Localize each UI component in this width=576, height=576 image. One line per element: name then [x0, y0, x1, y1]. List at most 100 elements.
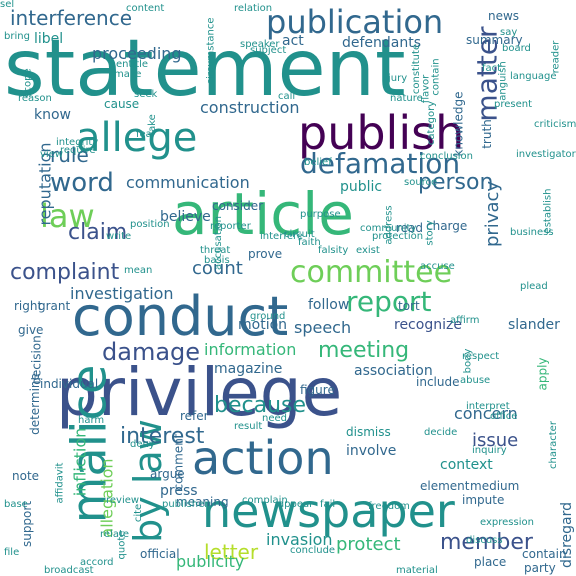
cloud-word: entitle [116, 59, 149, 70]
cloud-word: right [14, 299, 43, 313]
cloud-word: contain [430, 58, 442, 96]
cloud-word: construction [200, 98, 300, 117]
cloud-word: official [140, 547, 180, 561]
cloud-word: defamation [300, 147, 461, 180]
cloud-word: broadcast [44, 565, 94, 576]
cloud-word: protection [372, 231, 424, 242]
cloud-word: count [192, 258, 243, 279]
cloud-word: damage [102, 338, 201, 366]
cloud-word: meaning [176, 495, 229, 509]
cloud-word: interpret [466, 401, 510, 412]
cloud-word: committee [290, 255, 453, 290]
cloud-word: libel [34, 31, 64, 47]
cloud-word: cite [133, 503, 145, 523]
cloud-word: interest [120, 424, 205, 449]
cloud-word: exist [356, 245, 380, 256]
cloud-word: base [4, 499, 28, 510]
cloud-word: involve [346, 443, 397, 459]
cloud-word: say [500, 27, 518, 38]
cloud-word: fail [320, 499, 336, 510]
cloud-word: information [204, 340, 297, 359]
cloud-word: element [420, 479, 470, 493]
cloud-word: purpose [300, 209, 341, 220]
cloud-word: inquiry [472, 445, 507, 456]
cloud-word: speaker [240, 39, 280, 50]
cloud-word: magazine [214, 361, 283, 377]
cloud-word: investigator [516, 149, 576, 160]
cloud-word: expression [480, 517, 534, 528]
cloud-word: act [282, 33, 304, 49]
cloud-word: fear [136, 129, 156, 140]
cloud-word: circumstance [205, 17, 217, 85]
cloud-word: issue [472, 430, 519, 451]
cloud-word: bring [4, 31, 30, 42]
cloud-word: figure [300, 383, 335, 397]
cloud-word: integrity [56, 137, 99, 148]
cloud-word: subject [250, 45, 287, 56]
cloud-word: apply [535, 357, 550, 391]
cloud-word: follow [308, 297, 350, 313]
cloud-word: interfere [260, 231, 304, 242]
cloud-word: relation [234, 3, 273, 14]
cloud-word: party [524, 561, 556, 575]
cloud-word: consider [212, 199, 264, 213]
cloud-word: speech [294, 318, 352, 337]
cloud-word: refer [180, 409, 209, 423]
cloud-word: conduct [72, 285, 289, 348]
cloud-word: recognize [394, 317, 462, 333]
cloud-word: summary [466, 33, 523, 47]
cloud-word: review [106, 495, 140, 506]
cloud-word: relate [100, 529, 130, 540]
cloud-word: rule [50, 143, 89, 167]
cloud-word: comment [171, 433, 186, 491]
cloud-word: word [50, 168, 114, 198]
cloud-word: law [40, 197, 95, 235]
cloud-word: sel [0, 0, 15, 10]
cloud-word: context [440, 457, 493, 473]
cloud-word: accord [80, 557, 114, 568]
cloud-word: content [126, 3, 165, 14]
cloud-word: argue [150, 467, 185, 481]
cloud-word: impute [462, 493, 505, 507]
cloud-word: charge [426, 219, 468, 233]
cloud-word: privilege [56, 354, 343, 431]
cloud-word: reporter [210, 221, 251, 232]
cloud-word: language [510, 71, 557, 82]
cloud-word: mean [124, 265, 153, 276]
cloud-word: reader [550, 40, 562, 74]
cloud-word: medium [470, 479, 520, 493]
cloud-word: present [494, 99, 533, 110]
cloud-word: accusation [212, 216, 224, 270]
cloud-word: slander [508, 317, 560, 333]
cloud-word: complaint [10, 260, 120, 285]
cloud-word: person [418, 170, 494, 195]
cloud-word: publisher [162, 499, 209, 510]
cloud-word: concern [454, 404, 518, 423]
cloud-word: seek [134, 89, 158, 100]
cloud-word: file [4, 547, 20, 558]
cloud-word: place [474, 555, 507, 569]
cloud-word: quote [116, 530, 128, 560]
cloud-word: reason [18, 93, 52, 104]
cloud-word: make [114, 69, 142, 80]
cloud-word: protect [336, 534, 401, 555]
cloud-word: claim [68, 220, 128, 245]
cloud-word: public [340, 179, 383, 195]
cloud-word: board [502, 43, 531, 54]
cloud-word: member [440, 530, 533, 555]
cloud-word: community [360, 223, 417, 234]
cloud-word: affirm [450, 315, 480, 326]
cloud-word: body [462, 348, 474, 374]
cloud-word: action [192, 431, 334, 485]
cloud-word: read [396, 221, 424, 235]
cloud-word: threat [200, 245, 231, 256]
cloud-word: dismiss [346, 425, 391, 439]
cloud-word: nature [390, 93, 423, 104]
cloud-word: plead [520, 281, 548, 292]
cloud-word: accuse [420, 261, 455, 272]
cloud-word: statement [4, 24, 406, 114]
cloud-word: story [424, 220, 436, 246]
cloud-word: motion [238, 317, 288, 333]
cloud-word: knowledge [451, 91, 466, 157]
